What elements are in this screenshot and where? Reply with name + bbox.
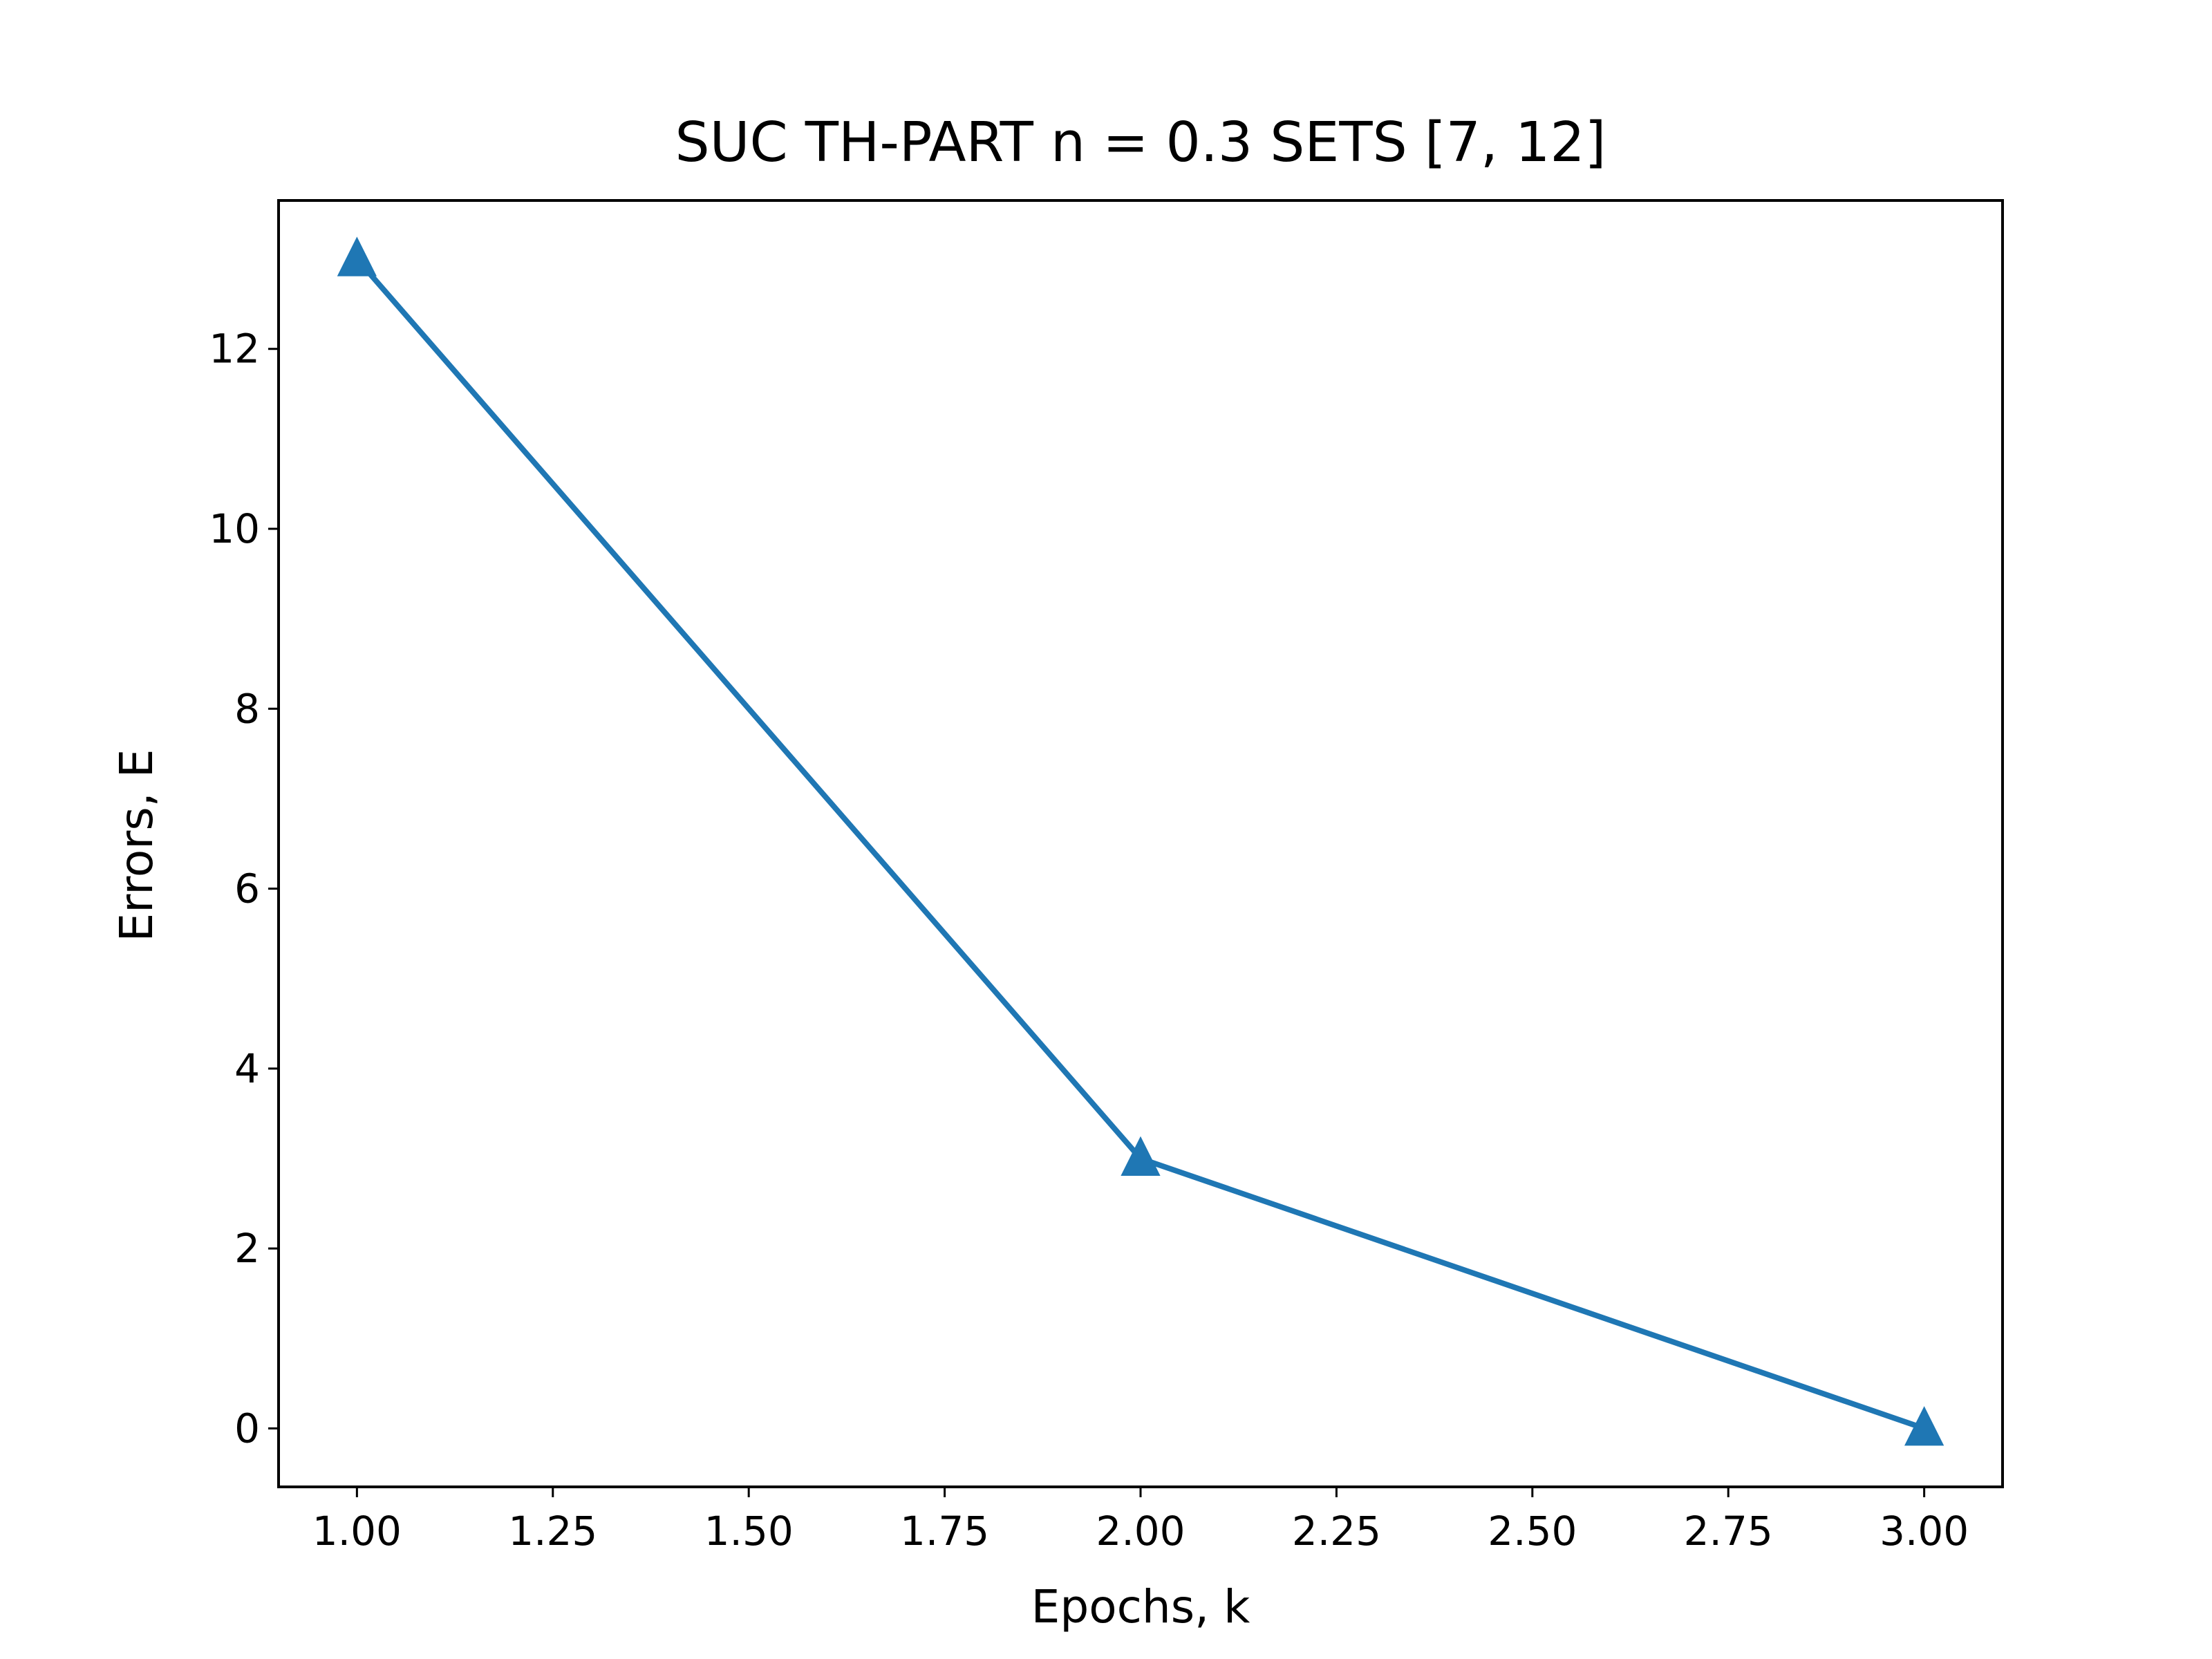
x-tick-label: 1.00: [312, 1508, 402, 1555]
series-group: [337, 236, 1944, 1446]
x-tick-label: 2.25: [1292, 1508, 1381, 1555]
y-tick-label: 2: [234, 1225, 260, 1272]
x-tick-label: 1.50: [704, 1508, 794, 1555]
data-point-marker: [337, 236, 377, 276]
y-tick-label: 0: [234, 1405, 260, 1452]
x-tick-label: 3.00: [1880, 1508, 1969, 1555]
plot-frame: [277, 199, 2004, 1488]
x-tick-label: 1.25: [508, 1508, 597, 1555]
chart-title: SUC TH-PART n = 0.3 SETS [7, 12]: [675, 111, 1606, 174]
x-tick-label: 2.50: [1488, 1508, 1577, 1555]
y-tick-label: 10: [209, 505, 260, 552]
line-series: [337, 236, 1944, 1446]
data-point-marker: [1904, 1406, 1944, 1446]
y-tick-label: 4: [234, 1045, 260, 1092]
y-tick-label: 12: [209, 326, 260, 373]
x-tick-label: 2.75: [1684, 1508, 1773, 1555]
y-tick-label: 8: [234, 685, 260, 732]
y-tick-label: 6: [234, 865, 260, 912]
y-axis-label: Errors, E: [110, 749, 163, 942]
x-tick-label: 2.00: [1096, 1508, 1185, 1555]
x-tick-label: 1.75: [900, 1508, 989, 1555]
x-axis-label: Epochs, k: [1031, 1580, 1250, 1633]
x-axis-ticks: 1.00 1.25 1.50 1.75 2.00 2.25 2.50 2.75 3.00: [312, 1487, 1969, 1555]
data-point-marker: [1121, 1136, 1161, 1176]
y-axis-ticks: 0 2 4 6 8 10 12: [209, 326, 279, 1452]
